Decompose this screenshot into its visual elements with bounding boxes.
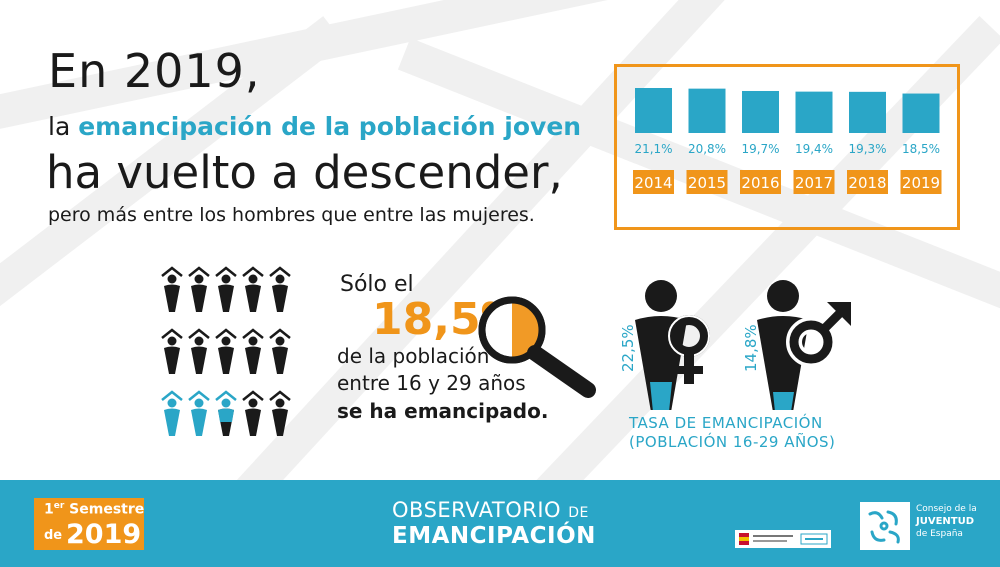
stat-intro: Sólo el <box>340 272 414 297</box>
year-label-bg <box>740 170 781 194</box>
stat-text-2: entre 16 y 29 años <box>337 371 526 395</box>
year-label-bg <box>633 170 674 194</box>
person-icon <box>161 328 183 374</box>
bar-2015 <box>688 88 726 133</box>
year-label-bg <box>847 170 888 194</box>
semester-sup: er <box>53 501 65 511</box>
stat-text-3: se ha emancipado. <box>337 399 549 423</box>
person-icon <box>188 266 210 312</box>
person-icon <box>188 328 210 374</box>
bar-2016 <box>742 90 779 133</box>
year-label: 2016 <box>741 174 779 192</box>
year-label-bg <box>900 170 942 194</box>
headline-subtitle: la emancipación de la población joven <box>48 112 581 141</box>
person-icon <box>161 390 183 436</box>
person-icon <box>269 328 291 374</box>
gender-comparison: 22,5% 14,8% <box>619 280 851 410</box>
person-icon <box>269 390 291 436</box>
headline-detail: pero más entre los hombres que entre las… <box>48 204 535 226</box>
headline-year: En 2019, <box>48 44 261 98</box>
bar-value-label: 18,5% <box>902 142 940 156</box>
bar-value-label: 19,7% <box>741 142 779 156</box>
person-icon <box>215 266 237 312</box>
headline-subtitle-prefix: la <box>48 112 79 141</box>
person-icon <box>242 390 264 436</box>
government-logo <box>735 530 831 548</box>
bar-value-label: 19,4% <box>795 142 833 156</box>
bar-value-label: 19,3% <box>848 142 886 156</box>
emancipacion-title: EMANCIPACIÓN <box>392 523 596 549</box>
rate-caption-1: TASA DE EMANCIPACIÓN <box>629 414 823 432</box>
year-label: 2015 <box>688 174 726 192</box>
bar-value-label: 20,8% <box>688 142 726 156</box>
cje-logo <box>860 502 910 550</box>
headline-main: ha vuelto a descender, <box>46 146 563 199</box>
bar-chart-frame: 21,1% 2014 20,8% 2015 19,7% 2016 19,4% 2017 19,3… <box>614 64 960 230</box>
cje-text-1: Consejo de la <box>916 504 977 514</box>
female-icon <box>668 315 710 384</box>
year-label: 2017 <box>795 174 833 192</box>
rate-caption-2: (POBLACIÓN 16-29 AÑOS) <box>629 433 836 451</box>
male-icon <box>786 302 851 367</box>
bar-value-label: 21,1% <box>634 142 672 156</box>
footer-bar: 1er Semestre de 2019 OBSERVATORIO DE EMA… <box>0 480 1000 567</box>
person-icon <box>161 266 183 312</box>
year-label: 2019 <box>902 174 940 192</box>
year-label: 2014 <box>634 174 672 192</box>
year-label: 2018 <box>848 174 886 192</box>
person-icon <box>188 390 210 436</box>
bar-2019 <box>902 93 940 133</box>
bar-2014 <box>635 88 672 133</box>
people-grid <box>161 266 291 436</box>
bar-2017 <box>795 91 833 133</box>
semester-label: 1er Semestre <box>44 501 144 518</box>
year-label-bg <box>793 170 835 194</box>
headline-highlight: emancipación de la población joven <box>78 112 582 141</box>
year-label-bg <box>686 170 728 194</box>
person-icon <box>242 328 264 374</box>
cje-text-3: de España <box>916 529 963 539</box>
person-icon <box>242 266 264 312</box>
semester-badge: 1er Semestre de 2019 <box>34 498 144 550</box>
stat-text-1: de la población <box>337 344 490 368</box>
observatorio-title: OBSERVATORIO DE <box>392 498 589 522</box>
semester-year: 2019 <box>66 519 142 550</box>
observatorio-word: OBSERVATORIO <box>392 498 562 522</box>
person-icon <box>215 328 237 374</box>
person-icon <box>215 390 237 436</box>
female-value: 22,5% <box>619 324 637 372</box>
semester-ordinal: 1 <box>44 501 54 518</box>
magnifier-icon <box>478 296 596 398</box>
semester-word: Semestre <box>69 501 145 518</box>
observatorio-de: DE <box>568 505 589 521</box>
person-icon <box>269 266 291 312</box>
semester-de: de <box>44 528 63 543</box>
cje-text-2: JUVENTUD <box>916 516 975 527</box>
bar-chart: 21,1% 2014 20,8% 2015 19,7% 2016 19,4% 2017 19,3… <box>633 88 942 194</box>
bar-2018 <box>849 91 886 133</box>
male-value: 14,8% <box>742 324 760 372</box>
